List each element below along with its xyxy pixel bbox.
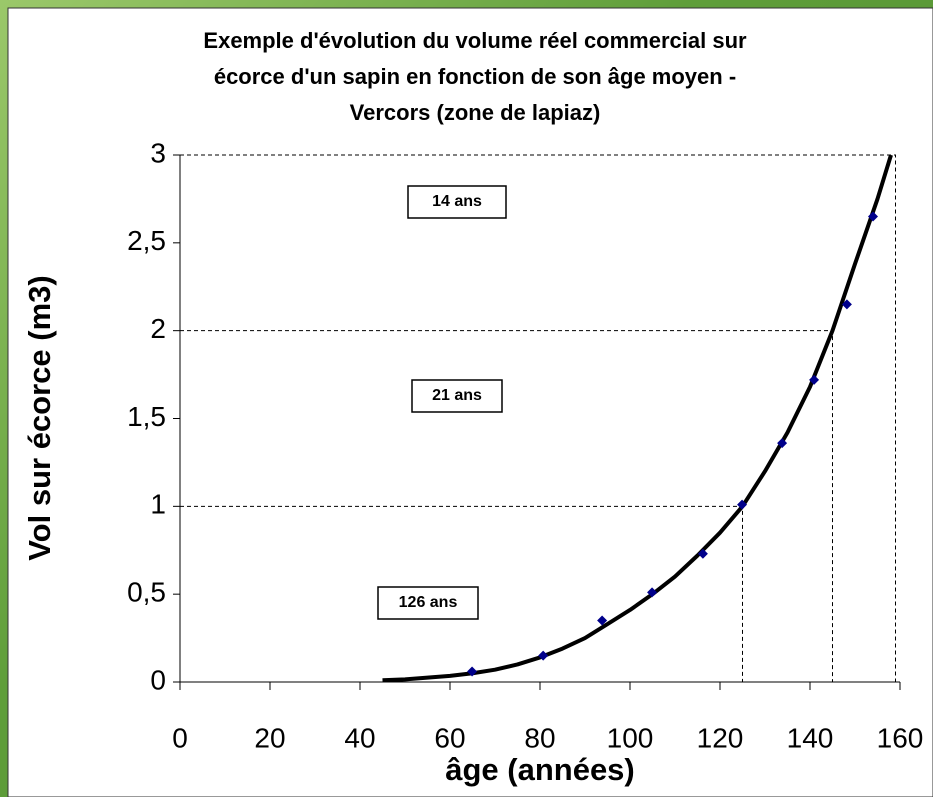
x-tick-label: 60: [434, 722, 465, 753]
reference-line: [180, 154, 896, 682]
x-axis-title: âge (années): [445, 752, 635, 787]
x-tick-label: 160: [877, 722, 924, 753]
data-point: [467, 666, 478, 677]
annotation: 126 ans: [399, 594, 458, 611]
data-point: [597, 615, 608, 626]
data-point: [647, 587, 658, 598]
annotation-box: [377, 586, 479, 620]
annotation: 21 ans: [432, 387, 482, 404]
annotation-box: [411, 379, 503, 413]
y-axis-title: Vol sur écorce (m3): [22, 275, 57, 560]
data-point: [809, 374, 820, 385]
chart-title: écorce d'un sapin en fonction de son âge…: [214, 64, 736, 89]
y-tick-label: 3: [150, 137, 166, 168]
y-tick-label: 0: [150, 664, 166, 695]
y-tick-label: 2,5: [127, 225, 166, 256]
x-tick-label: 120: [697, 722, 744, 753]
y-tick-label: 0,5: [127, 577, 166, 608]
y-tick-label: 2: [150, 313, 166, 344]
data-point: [868, 211, 878, 222]
x-tick-label: 140: [787, 722, 834, 753]
x-tick-label: 100: [607, 722, 654, 753]
x-tick-label: 20: [254, 722, 285, 753]
annotation-box: [407, 185, 507, 219]
data-point: [737, 499, 748, 510]
data-point: [777, 438, 788, 449]
x-tick-label: 40: [344, 722, 375, 753]
chart-title: Exemple d'évolution du volume réel comme…: [203, 28, 747, 53]
x-tick-label: 80: [524, 722, 555, 753]
data-point: [697, 548, 708, 559]
chart-title: Vercors (zone de lapiaz): [350, 100, 601, 125]
y-tick-label: 1,5: [127, 401, 166, 432]
annotation: 14 ans: [432, 193, 482, 210]
x-tick-label: 0: [172, 722, 188, 753]
data-point: [841, 299, 852, 310]
data-point: [538, 650, 549, 661]
y-tick-label: 1: [150, 489, 166, 520]
